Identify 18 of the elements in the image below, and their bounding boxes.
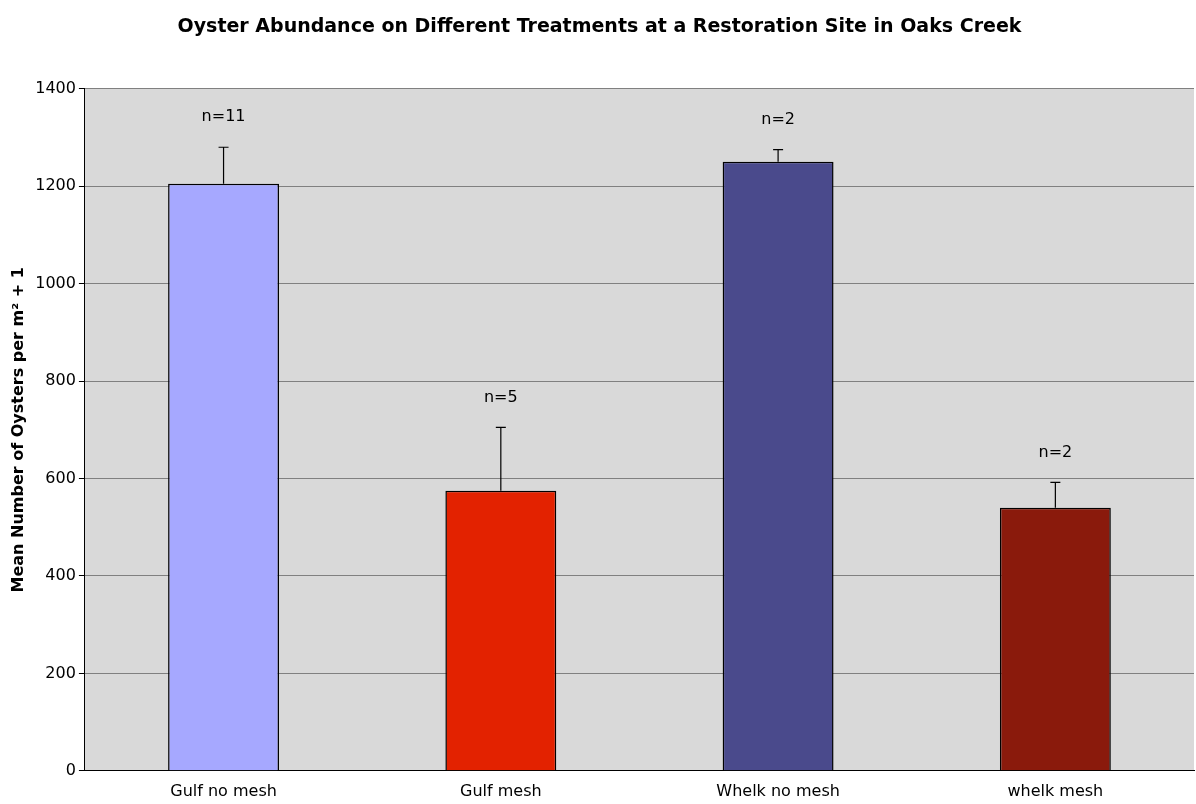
annotation: n=5 — [483, 386, 518, 406]
x-tick-label: whelk mesh — [1007, 780, 1104, 800]
y-axis-title: Mean Number of Oysters per m² + 1 — [7, 267, 27, 593]
y-tick-label: 800 — [45, 370, 76, 390]
y-tick-label: 600 — [45, 467, 76, 487]
y-tick-label: 200 — [45, 662, 76, 682]
y-tick-label: 1200 — [35, 175, 76, 195]
annotation: n=2 — [761, 108, 795, 128]
annotation: n=11 — [201, 106, 246, 126]
chart-title: Oyster Abundance on Different Treatments at a Restoration Site in Oaks Creek — [177, 14, 1022, 37]
y-tick-label: 1400 — [35, 77, 76, 97]
x-tick-label: Whelk no mesh — [716, 780, 840, 800]
x-tick-label: Gulf mesh — [460, 780, 542, 800]
x-tick-label: Gulf no mesh — [170, 780, 277, 800]
y-tick-label: 400 — [45, 565, 76, 585]
annotation: n=2 — [1038, 441, 1073, 461]
y-tick-label: 0 — [65, 759, 76, 779]
y-tick-label: 1000 — [35, 272, 76, 292]
